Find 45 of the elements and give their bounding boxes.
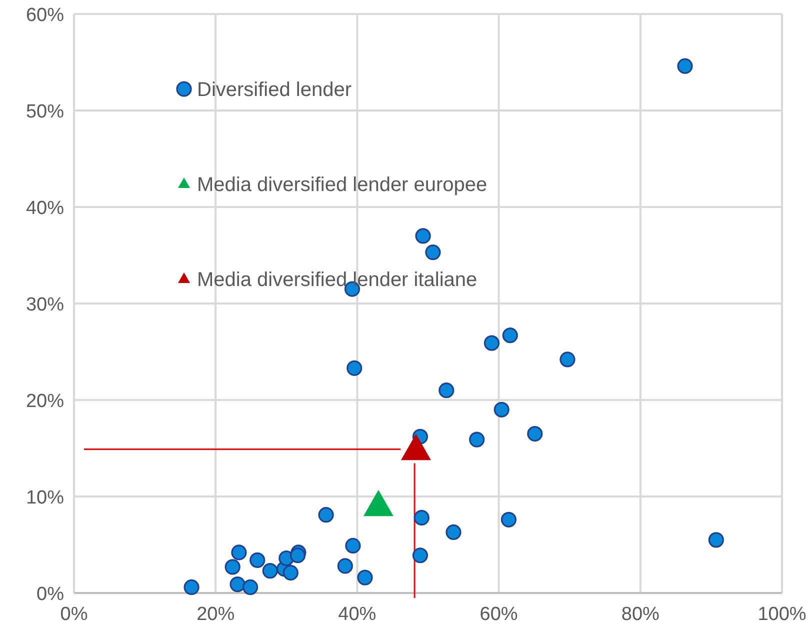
- legend-label: Media diversified lender italiane: [197, 269, 478, 291]
- point: [425, 244, 441, 260]
- legend-label: Media diversified lender europee: [197, 174, 488, 196]
- y-tick-label: 50%: [26, 102, 64, 122]
- point: [677, 58, 693, 74]
- point: [231, 544, 247, 560]
- point: [184, 579, 200, 596]
- x-tick-label: 0%: [60, 604, 88, 625]
- legend-label: Diversified lender: [197, 79, 352, 101]
- point: [337, 558, 353, 574]
- point: [345, 538, 361, 554]
- y-tick-label: 20%: [26, 391, 64, 412]
- point: [250, 552, 266, 568]
- point: [494, 402, 510, 418]
- x-tick-label: 40%: [338, 604, 376, 625]
- point: [230, 576, 246, 592]
- point: [502, 328, 518, 344]
- y-tick-label: 0%: [36, 584, 64, 605]
- x-tick-label: 80%: [621, 604, 660, 625]
- x-tick-label: 100%: [758, 604, 806, 625]
- point: [484, 335, 500, 351]
- y-tick-label: 40%: [26, 198, 64, 219]
- point: [469, 432, 485, 448]
- point: [500, 512, 517, 528]
- point: [282, 564, 298, 581]
- y-tick-label: 10%: [26, 488, 64, 508]
- point: [414, 510, 430, 526]
- point: [357, 570, 373, 586]
- x-tick-label: 60%: [480, 604, 518, 625]
- point: [560, 352, 576, 368]
- point: [415, 228, 431, 244]
- point: [708, 532, 724, 548]
- point: [262, 563, 278, 579]
- point: [290, 548, 306, 564]
- y-tick-label: 30%: [26, 294, 64, 316]
- x-tick-label: 20%: [196, 604, 235, 625]
- point: [346, 360, 362, 376]
- point: [412, 548, 428, 564]
- point: [242, 579, 258, 596]
- y-tick-label: 60%: [26, 5, 64, 26]
- point: [224, 559, 240, 575]
- point: [438, 382, 454, 398]
- point: [527, 426, 543, 442]
- point: [446, 524, 462, 540]
- point: [318, 507, 334, 523]
